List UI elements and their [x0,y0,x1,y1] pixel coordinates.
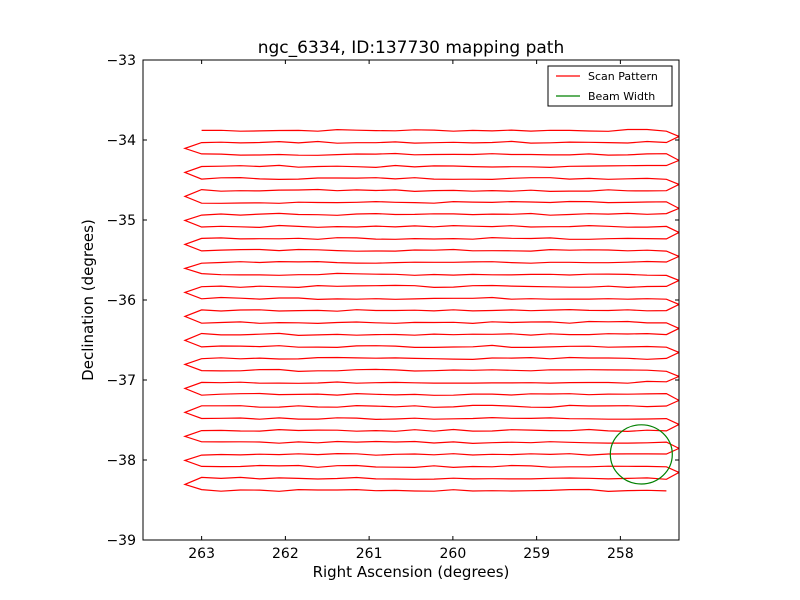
legend-scan-pattern-label: Scan Pattern [588,70,658,83]
y-axis-label: Declination (degrees) [79,219,97,381]
y-tick-label: −36 [106,293,136,309]
scan-pattern-series [182,128,679,493]
x-tick-label: 259 [523,546,550,562]
beam-width-circle [609,424,673,485]
legend-beam-width-label: Beam Width [588,90,655,103]
x-axis-label: Right Ascension (degrees) [313,563,510,581]
chart-title: ngc_6334, ID:137730 mapping path [258,38,565,58]
beam-width-series [609,424,673,485]
y-tick-label: −34 [106,133,136,149]
x-tick-label: 258 [607,546,634,562]
legend-box [547,65,673,107]
y-tick-label: −33 [106,53,136,69]
y-tick-label: −35 [106,213,136,229]
x-tick-label: 262 [272,546,299,562]
y-tick-label: −38 [106,453,136,469]
scan-pattern-line [182,128,679,493]
y-tick-label: −37 [106,373,136,389]
x-tick-label: 263 [188,546,215,562]
x-tick-label: 261 [356,546,383,562]
y-tick-label: −39 [106,533,136,549]
legend: Scan Pattern Beam Width [547,65,673,107]
x-tick-label: 260 [440,546,467,562]
x-axis-ticks: 263 262 261 260 259 258 [188,60,634,562]
y-axis-ticks: −33 −34 −35 −36 −37 −38 −39 [106,53,679,549]
